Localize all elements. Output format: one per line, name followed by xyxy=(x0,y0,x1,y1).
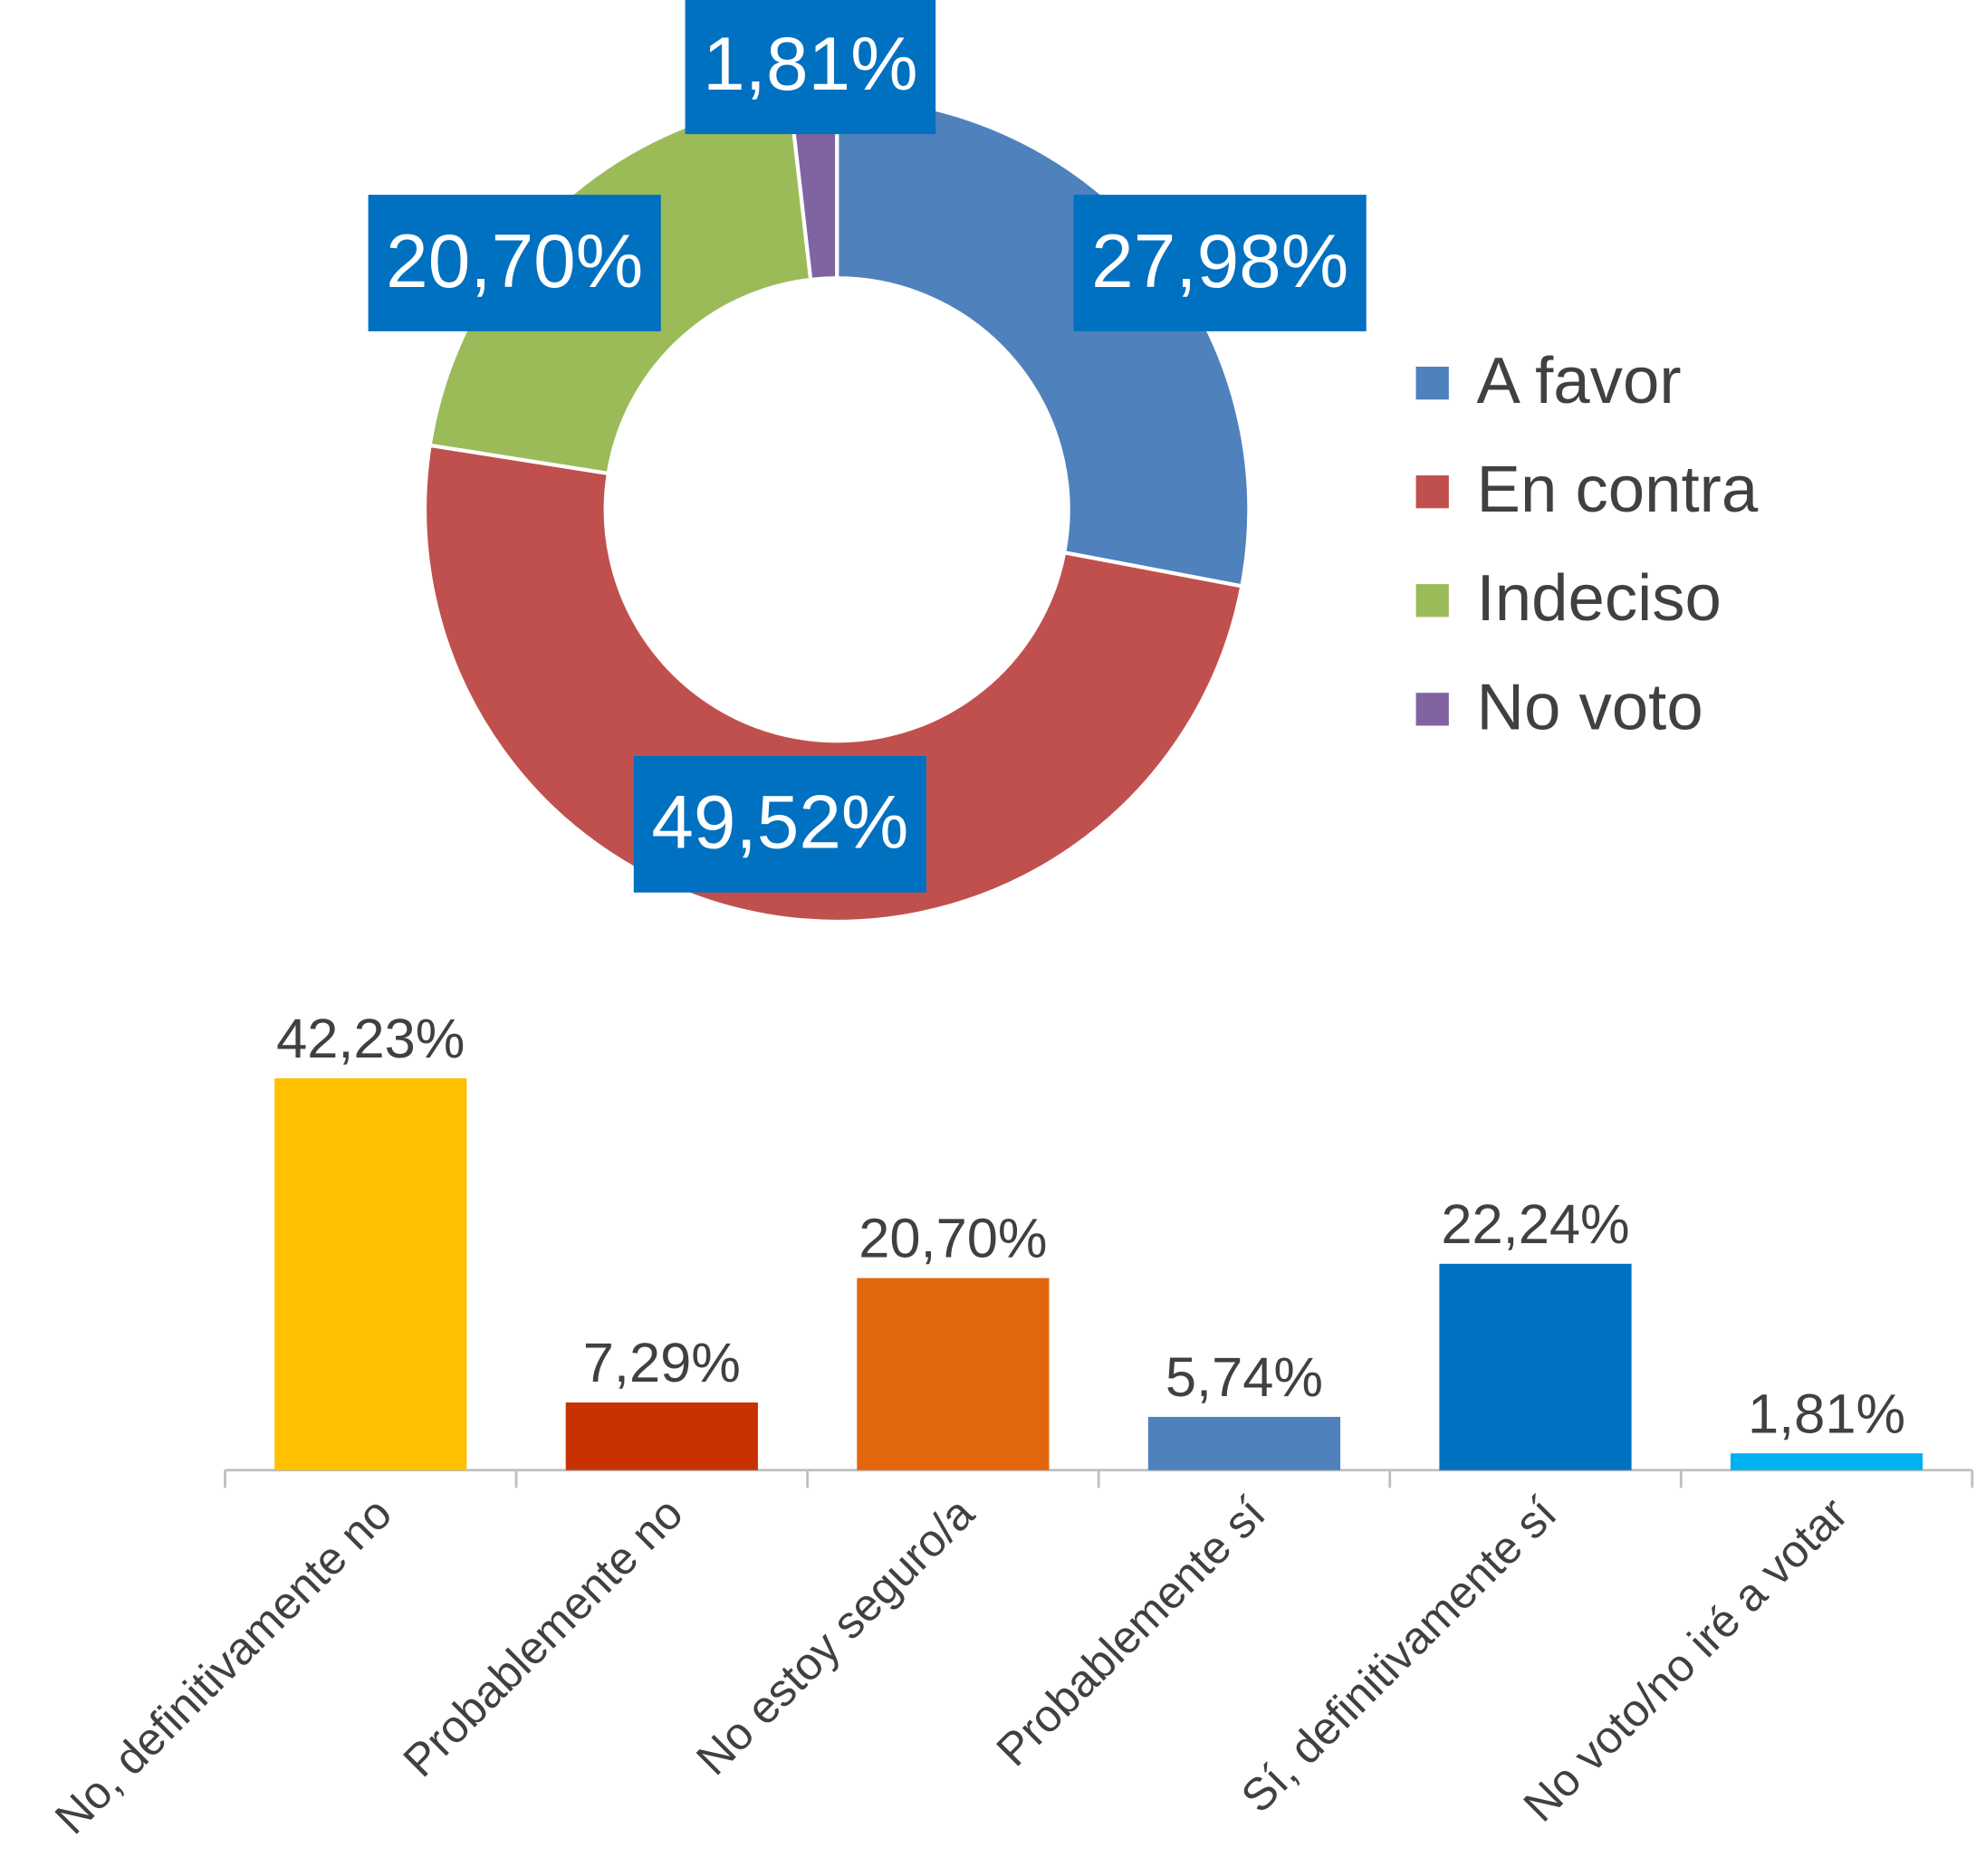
data-label: 42,23% xyxy=(276,1008,465,1070)
data-label: 20,70% xyxy=(859,1208,1047,1270)
data-label-box xyxy=(633,755,926,893)
x-tick-label: No estoy seguro/a xyxy=(686,1488,983,1785)
data-label-text: 49,52% xyxy=(651,780,908,865)
legend-swatch xyxy=(1415,366,1449,400)
data-label-box xyxy=(685,0,936,135)
data-label: 22,24% xyxy=(1441,1193,1629,1256)
bar xyxy=(274,1077,467,1470)
bar xyxy=(1730,1453,1923,1470)
legend-swatch xyxy=(1415,475,1449,509)
data-label-box xyxy=(1073,195,1367,331)
bar xyxy=(857,1278,1050,1470)
data-label-box xyxy=(368,195,661,331)
legend-label: Indeciso xyxy=(1477,561,1722,635)
bar xyxy=(1147,1416,1341,1470)
x-tick-label: Probablemente sí xyxy=(987,1488,1275,1776)
x-tick-label: No, definitivamente no xyxy=(45,1488,401,1843)
x-tick-label: Probablemente no xyxy=(394,1488,693,1786)
x-tick-label: Sí, definitivamente sí xyxy=(1232,1488,1566,1822)
data-label-text: 20,70% xyxy=(386,218,643,303)
data-label: 1,81% xyxy=(685,0,936,135)
data-label: 49,52% xyxy=(633,755,926,893)
data-label-text: 1,81% xyxy=(703,21,917,106)
legend-swatch xyxy=(1415,693,1449,726)
data-label: 5,74% xyxy=(1165,1346,1323,1409)
legend-swatch xyxy=(1415,584,1449,617)
data-label: 27,98% xyxy=(1073,195,1367,331)
x-tick-label: No voto/no iré a votar xyxy=(1514,1488,1857,1831)
data-label-text: 27,98% xyxy=(1091,218,1348,303)
bar xyxy=(1439,1263,1632,1470)
data-label: 1,81% xyxy=(1748,1383,1905,1445)
bar xyxy=(565,1402,758,1470)
legend-label: No voto xyxy=(1477,670,1703,743)
donut-slice xyxy=(422,443,1244,924)
data-label: 20,70% xyxy=(368,195,661,331)
data-label: 7,29% xyxy=(583,1332,741,1394)
legend-label: En contra xyxy=(1477,453,1759,526)
donut-slice xyxy=(835,95,1252,589)
legend-label: A favor xyxy=(1477,344,1682,417)
